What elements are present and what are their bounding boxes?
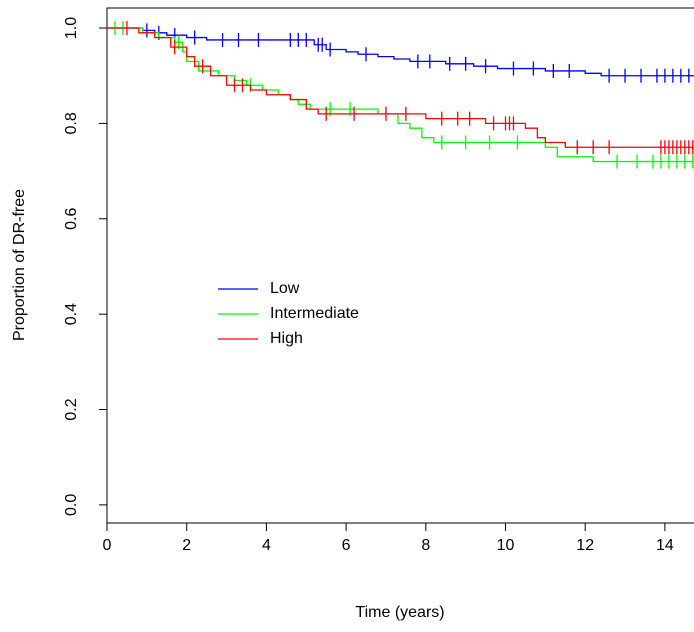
x-tick-label: 8 <box>421 537 430 554</box>
survival-line <box>107 27 694 77</box>
survival-line <box>107 27 694 148</box>
x-tick-label: 12 <box>576 537 594 554</box>
x-tick-label: 4 <box>262 537 271 554</box>
x-tick-label: 6 <box>342 537 351 554</box>
y-tick-label: 0.0 <box>63 494 80 516</box>
y-tick-label: 0.8 <box>63 112 80 134</box>
y-tick-label: 0.4 <box>63 303 80 325</box>
legend-label: High <box>270 330 303 347</box>
legend-label: Intermediate <box>270 305 359 322</box>
x-axis-label: Time (years) <box>355 604 444 621</box>
x-tick-label: 2 <box>182 537 191 554</box>
y-tick-label: 1.0 <box>63 17 80 39</box>
y-tick-label: 0.6 <box>63 208 80 230</box>
survival-line <box>107 27 694 163</box>
y-tick-label: 0.2 <box>63 398 80 420</box>
x-tick-label: 14 <box>656 537 674 554</box>
y-axis-label: Proportion of DR-free <box>11 189 28 341</box>
plot-frame <box>106 7 694 524</box>
legend-label: Low <box>270 280 300 297</box>
x-tick-label: 0 <box>103 537 112 554</box>
x-tick-label: 10 <box>497 537 515 554</box>
